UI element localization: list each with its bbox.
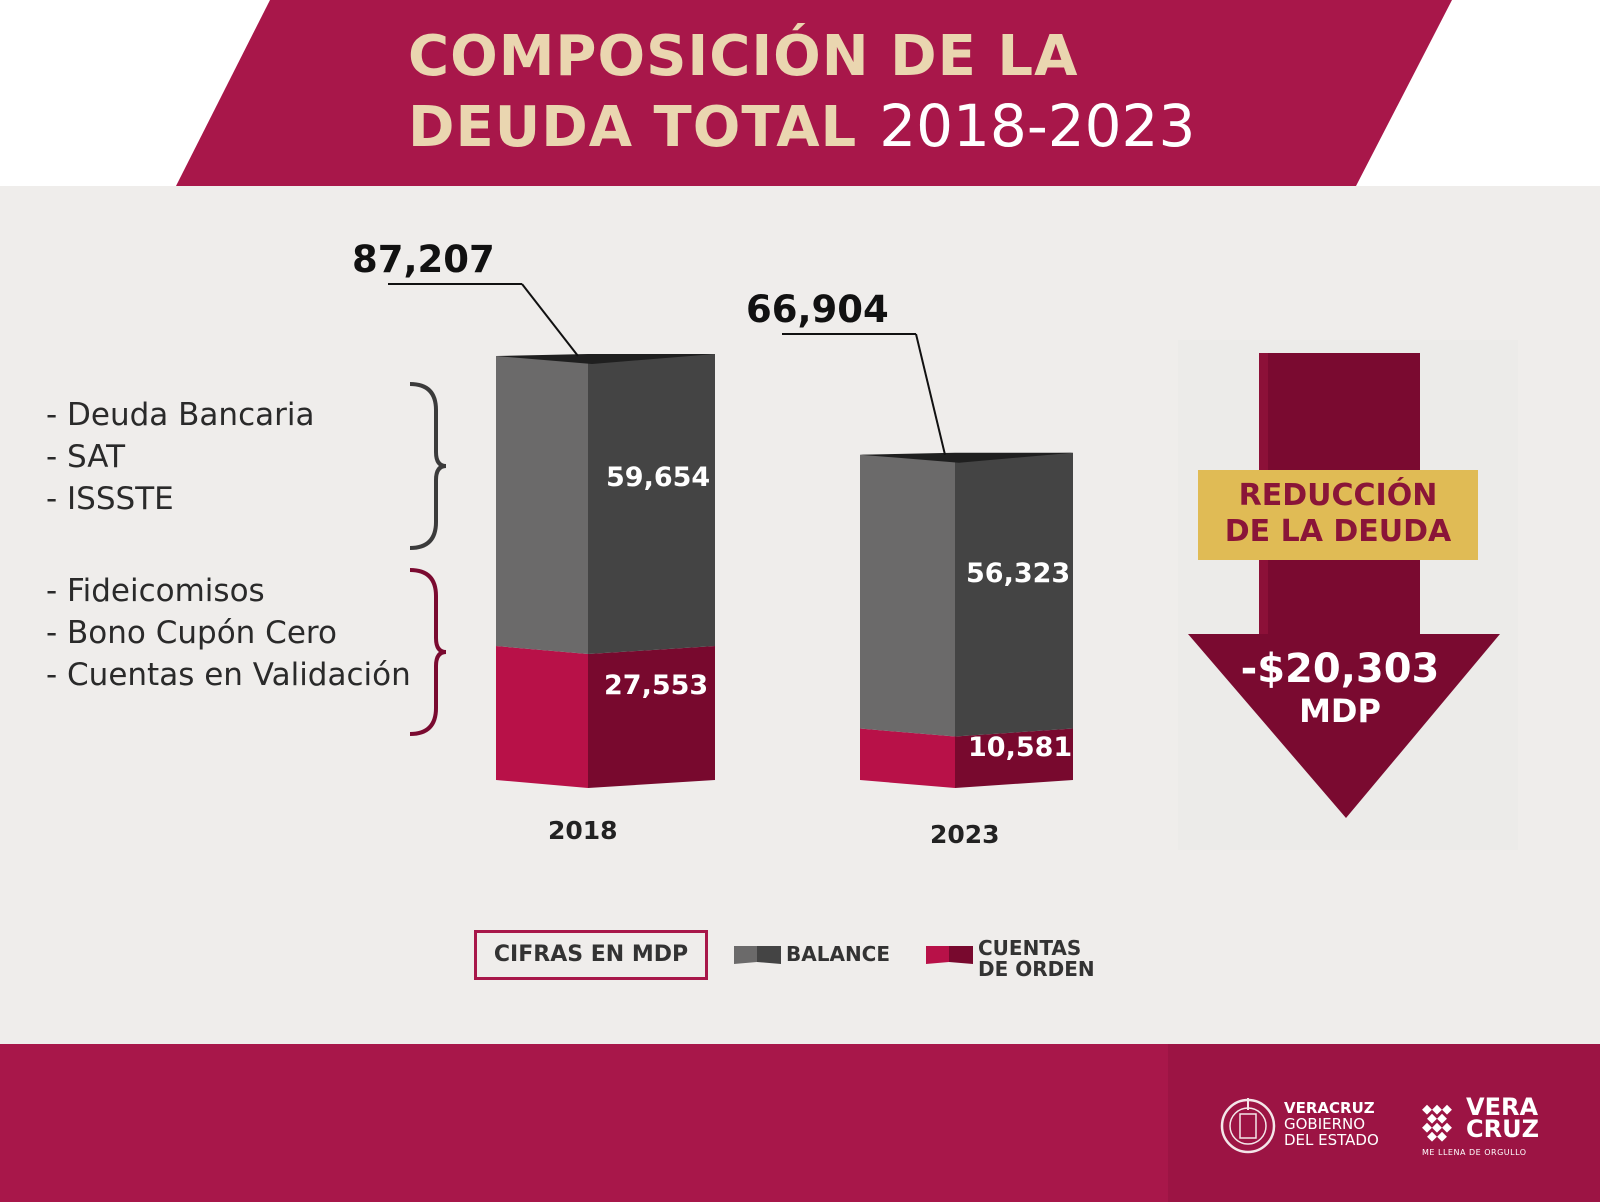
legend-label-cuentas: CUENTAS DE ORDEN xyxy=(978,938,1095,980)
cuentas-value-2023: 10,581 xyxy=(968,732,1073,763)
bar-top-2018 xyxy=(496,354,715,364)
leader-line-d-2018 xyxy=(521,283,579,357)
bar-cuentas-side-2018 xyxy=(588,646,715,788)
balance-value-2018: 59,654 xyxy=(606,462,711,493)
bar-balance-front-2018 xyxy=(496,356,588,655)
reduction-label-line2: DE LA DEUDA xyxy=(1224,514,1452,549)
chart-title-line1: COMPOSICIÓN DE LA xyxy=(408,24,1079,89)
total-label-2018: 87,207 xyxy=(352,238,495,281)
list-item: - Fideicomisos xyxy=(46,573,265,609)
list-item: - Bono Cupón Cero xyxy=(46,615,337,651)
bar-cuentas-front-2023 xyxy=(860,728,955,788)
bar-cuentas-side-2023 xyxy=(955,728,1073,788)
bar-balance-front-2023 xyxy=(860,454,955,737)
bar-cuentas-front-2018 xyxy=(496,646,588,788)
org-name: VERACRUZ GOBIERNO DEL ESTADO xyxy=(1284,1100,1379,1148)
legend-swatch-balance-right xyxy=(757,946,781,964)
category-label-2023: 2023 xyxy=(930,820,1000,849)
legend-swatch-balance-left xyxy=(734,946,757,964)
brace-cuentas xyxy=(409,568,447,736)
chart-title-line2: DEUDA TOTAL 2018-2023 xyxy=(408,92,1195,160)
brand-logo-text: VERA CRUZ xyxy=(1466,1093,1539,1143)
legend-label-cuentas-line1: CUENTAS xyxy=(978,936,1082,960)
bar-top-2023 xyxy=(860,452,1073,463)
total-label-2023: 66,904 xyxy=(746,288,889,331)
list-item: - Cuentas en Validación xyxy=(46,657,411,693)
legend-swatch-cuentas-right xyxy=(949,946,973,964)
brand-slogan: ME LLENA DE ORGULLO xyxy=(1422,1148,1527,1157)
veracruz-brand-pattern-icon xyxy=(1422,1104,1452,1142)
leader-line-d-2023 xyxy=(915,333,946,455)
state-seal-icon xyxy=(1220,1098,1276,1154)
balance-items-list: - Deuda Bancaria - SAT - ISSSTE xyxy=(46,394,314,520)
list-item: - SAT xyxy=(46,439,126,475)
brace-balance xyxy=(409,382,447,550)
org-name-line1: VERACRUZ xyxy=(1284,1099,1375,1117)
legend-label-cuentas-line2: DE ORDEN xyxy=(978,957,1095,981)
bar-balance-side-2023 xyxy=(955,452,1073,737)
org-name-line3: DEL ESTADO xyxy=(1284,1131,1379,1149)
units-box: CIFRAS EN MDP xyxy=(474,930,708,980)
cuentas-items-list: - Fideicomisos - Bono Cupón Cero - Cuent… xyxy=(46,570,411,696)
org-name-line2: GOBIERNO xyxy=(1284,1115,1366,1133)
reduction-label: REDUCCIÓN DE LA DEUDA xyxy=(1198,470,1478,560)
category-label-2018: 2018 xyxy=(548,816,618,845)
cuentas-value-2018: 27,553 xyxy=(604,670,709,701)
list-item: - Deuda Bancaria xyxy=(46,397,315,433)
brand-line1: VERA xyxy=(1466,1093,1539,1121)
list-item: - ISSSTE xyxy=(46,481,174,517)
title-banner xyxy=(176,0,1452,186)
chart-title-years: 2018-2023 xyxy=(879,92,1196,160)
reduction-amount: -$20,303 xyxy=(1240,646,1440,692)
chart-title-line2-text: DEUDA TOTAL xyxy=(408,95,858,160)
brand-line2: CRUZ xyxy=(1466,1115,1539,1143)
bar-balance-side-2018 xyxy=(588,354,715,655)
reduction-label-line1: REDUCCIÓN xyxy=(1238,478,1438,513)
legend-swatch-cuentas-left xyxy=(926,946,949,964)
reduction-unit: MDP xyxy=(1299,692,1381,730)
balance-value-2023: 56,323 xyxy=(966,558,1071,589)
legend-label-balance: BALANCE xyxy=(786,942,891,966)
